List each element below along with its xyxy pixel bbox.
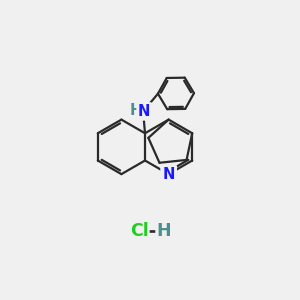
Text: H: H — [156, 222, 171, 240]
Text: Cl: Cl — [130, 222, 149, 240]
Text: N: N — [162, 167, 175, 182]
Text: H: H — [130, 103, 142, 118]
Text: N: N — [138, 104, 150, 119]
